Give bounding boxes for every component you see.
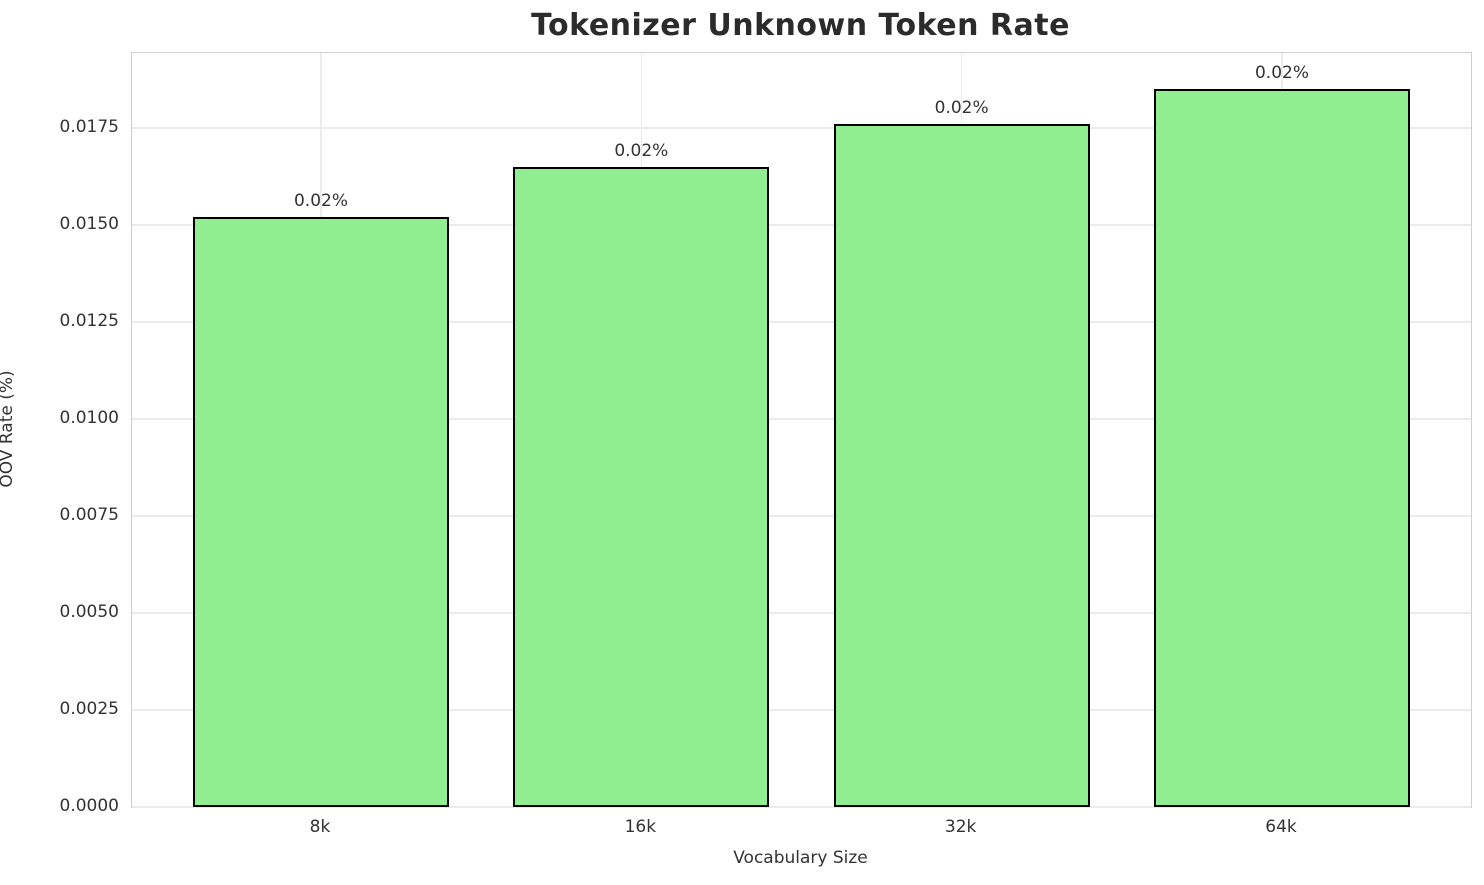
- x-tick-label: 8k: [309, 817, 331, 837]
- bar-16k: [513, 166, 770, 807]
- y-tick-label: 0.0025: [59, 698, 119, 719]
- y-gridline: [132, 321, 1471, 323]
- bar-value-label: 0.02%: [934, 98, 989, 118]
- x-tick-label: 32k: [944, 817, 977, 837]
- x-tick-label: 16k: [624, 817, 657, 837]
- bar-value-label: 0.02%: [293, 191, 348, 212]
- y-tick-label: 0.0175: [59, 116, 119, 137]
- y-gridline: [132, 515, 1471, 517]
- y-tick-label: 0.0050: [59, 601, 119, 622]
- plot-area: 0.02% 0.02% 0.02% 0.02%: [131, 52, 1472, 808]
- bar-8k: [192, 217, 450, 807]
- y-tick-label: 0.0100: [59, 407, 119, 428]
- bar-32k: [833, 124, 1090, 807]
- y-gridline: [132, 612, 1471, 614]
- chart-title: Tokenizer Unknown Token Rate: [531, 8, 1070, 43]
- y-tick-label: 0.0075: [59, 504, 119, 525]
- y-gridline: [132, 806, 1471, 808]
- bar-64k: [1153, 89, 1411, 807]
- y-axis-label: OOV Rate (%): [0, 370, 17, 488]
- y-tick-label: 0.0150: [59, 213, 119, 234]
- y-gridline: [132, 418, 1471, 420]
- y-tick-label: 0.0000: [59, 796, 119, 816]
- y-gridline: [132, 709, 1471, 711]
- x-axis-label: Vocabulary Size: [733, 848, 868, 868]
- y-gridline: [132, 127, 1471, 129]
- bar-value-label: 0.02%: [1254, 63, 1309, 84]
- bar-value-label: 0.02%: [614, 140, 669, 161]
- y-tick-label: 0.0125: [59, 310, 119, 331]
- x-tick-label: 64k: [1265, 817, 1297, 837]
- y-gridline: [132, 224, 1471, 226]
